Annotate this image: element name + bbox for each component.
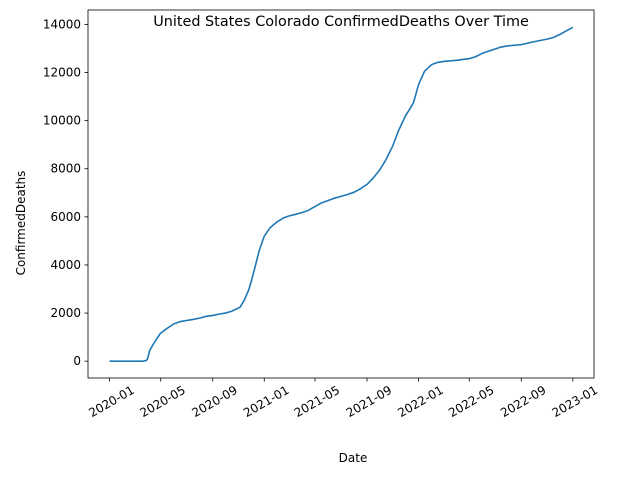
x-tick-label: 2023-01 (550, 383, 600, 420)
x-axis-label: Date (339, 451, 368, 465)
x-tick-label: 2020-09 (189, 383, 239, 420)
y-tick-label: 8000 (50, 162, 81, 176)
x-tick-label: 2022-09 (498, 383, 548, 420)
y-tick-label: 2000 (50, 306, 81, 320)
x-tick-label: 2020-05 (137, 383, 187, 420)
y-axis-ticks: 0 2000 4000 6000 8000 10000 12000 14000 (43, 17, 88, 368)
plot-area (109, 26, 574, 362)
y-tick-label: 10000 (43, 114, 81, 128)
y-tick-label: 12000 (43, 66, 81, 80)
y-axis-label: ConfirmedDeaths (14, 171, 28, 276)
x-tick-label: 2020-01 (86, 383, 136, 420)
x-tick-label: 2021-01 (241, 383, 291, 420)
x-tick-label: 2021-09 (344, 383, 394, 420)
series-line-0 (109, 26, 574, 362)
x-tick-label: 2021-05 (292, 383, 342, 420)
x-axis-ticks: 2020-01 2020-05 2020-09 2021-01 2021-05 2021-… (86, 378, 600, 420)
y-tick-label: 0 (73, 354, 81, 368)
x-tick-label: 2022-05 (446, 383, 496, 420)
x-tick-label: 2022-01 (395, 383, 445, 420)
chart-title: United States Colorado ConfirmedDeaths O… (153, 14, 529, 30)
y-tick-label: 14000 (43, 17, 81, 31)
y-tick-label: 6000 (50, 210, 81, 224)
plot-frame (87, 9, 595, 379)
y-tick-label: 4000 (50, 258, 81, 272)
